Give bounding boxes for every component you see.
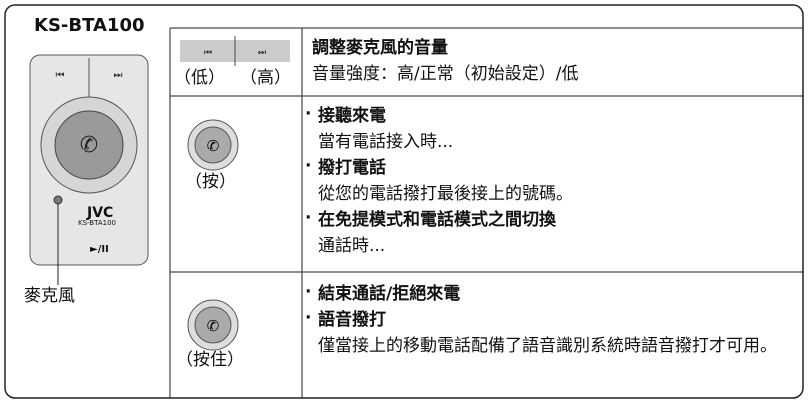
call-button: ✆ [187, 119, 239, 171]
svg-text:✆: ✆ [80, 133, 98, 158]
item-desc: 當有電話接入時... [318, 132, 454, 152]
item-title: 結束通話/拒絕來電 [318, 284, 461, 304]
play-pause: ►/II [90, 244, 109, 255]
brand: JVC [87, 205, 114, 221]
device: ⏮ ⏭ ✆ [29, 54, 149, 285]
bullet: · [305, 208, 312, 228]
svg-text:✆: ✆ [207, 317, 220, 335]
svg-text:✆: ✆ [207, 137, 220, 155]
item-desc: 從您的電話撥打最後接上的號碼。 [318, 184, 573, 204]
item-title: 語音撥打 [318, 310, 386, 330]
button-strip: ⏮ ⏭ [180, 36, 290, 66]
control-label: （按） [185, 172, 236, 192]
model-title: KS-BTA100 [34, 15, 145, 36]
mic-label: 麥克風 [24, 286, 75, 306]
svg-text:⏮: ⏮ [204, 48, 212, 58]
bullet: · [305, 104, 312, 124]
bullet: · [305, 308, 312, 328]
bullet: · [305, 156, 312, 176]
item-title: 撥打電話 [318, 158, 386, 178]
item-desc: 音量強度：高/正常（初始設定）/低 [312, 64, 579, 84]
svg-text:⏭: ⏭ [114, 70, 123, 81]
control-label: （低） [174, 68, 225, 88]
control-label: （按住） [176, 350, 244, 370]
control-label: （高） [240, 68, 291, 88]
item-title: 在免提模式和電話模式之間切換 [318, 210, 556, 230]
call-button: ✆ [187, 299, 239, 351]
item-desc: 通話時... [318, 236, 386, 256]
bullet: · [305, 282, 312, 302]
svg-text:⏮: ⏮ [56, 70, 65, 81]
item-title: 調整麥克風的音量 [312, 38, 448, 58]
model-small: KS-BTA100 [78, 219, 116, 227]
item-desc: 僅當接上的移動電話配備了語音識別系統時語音撥打才可用。 [318, 336, 777, 356]
svg-text:⏭: ⏭ [258, 48, 266, 58]
frame [4, 4, 804, 399]
item-title: 接聽來電 [318, 106, 386, 126]
